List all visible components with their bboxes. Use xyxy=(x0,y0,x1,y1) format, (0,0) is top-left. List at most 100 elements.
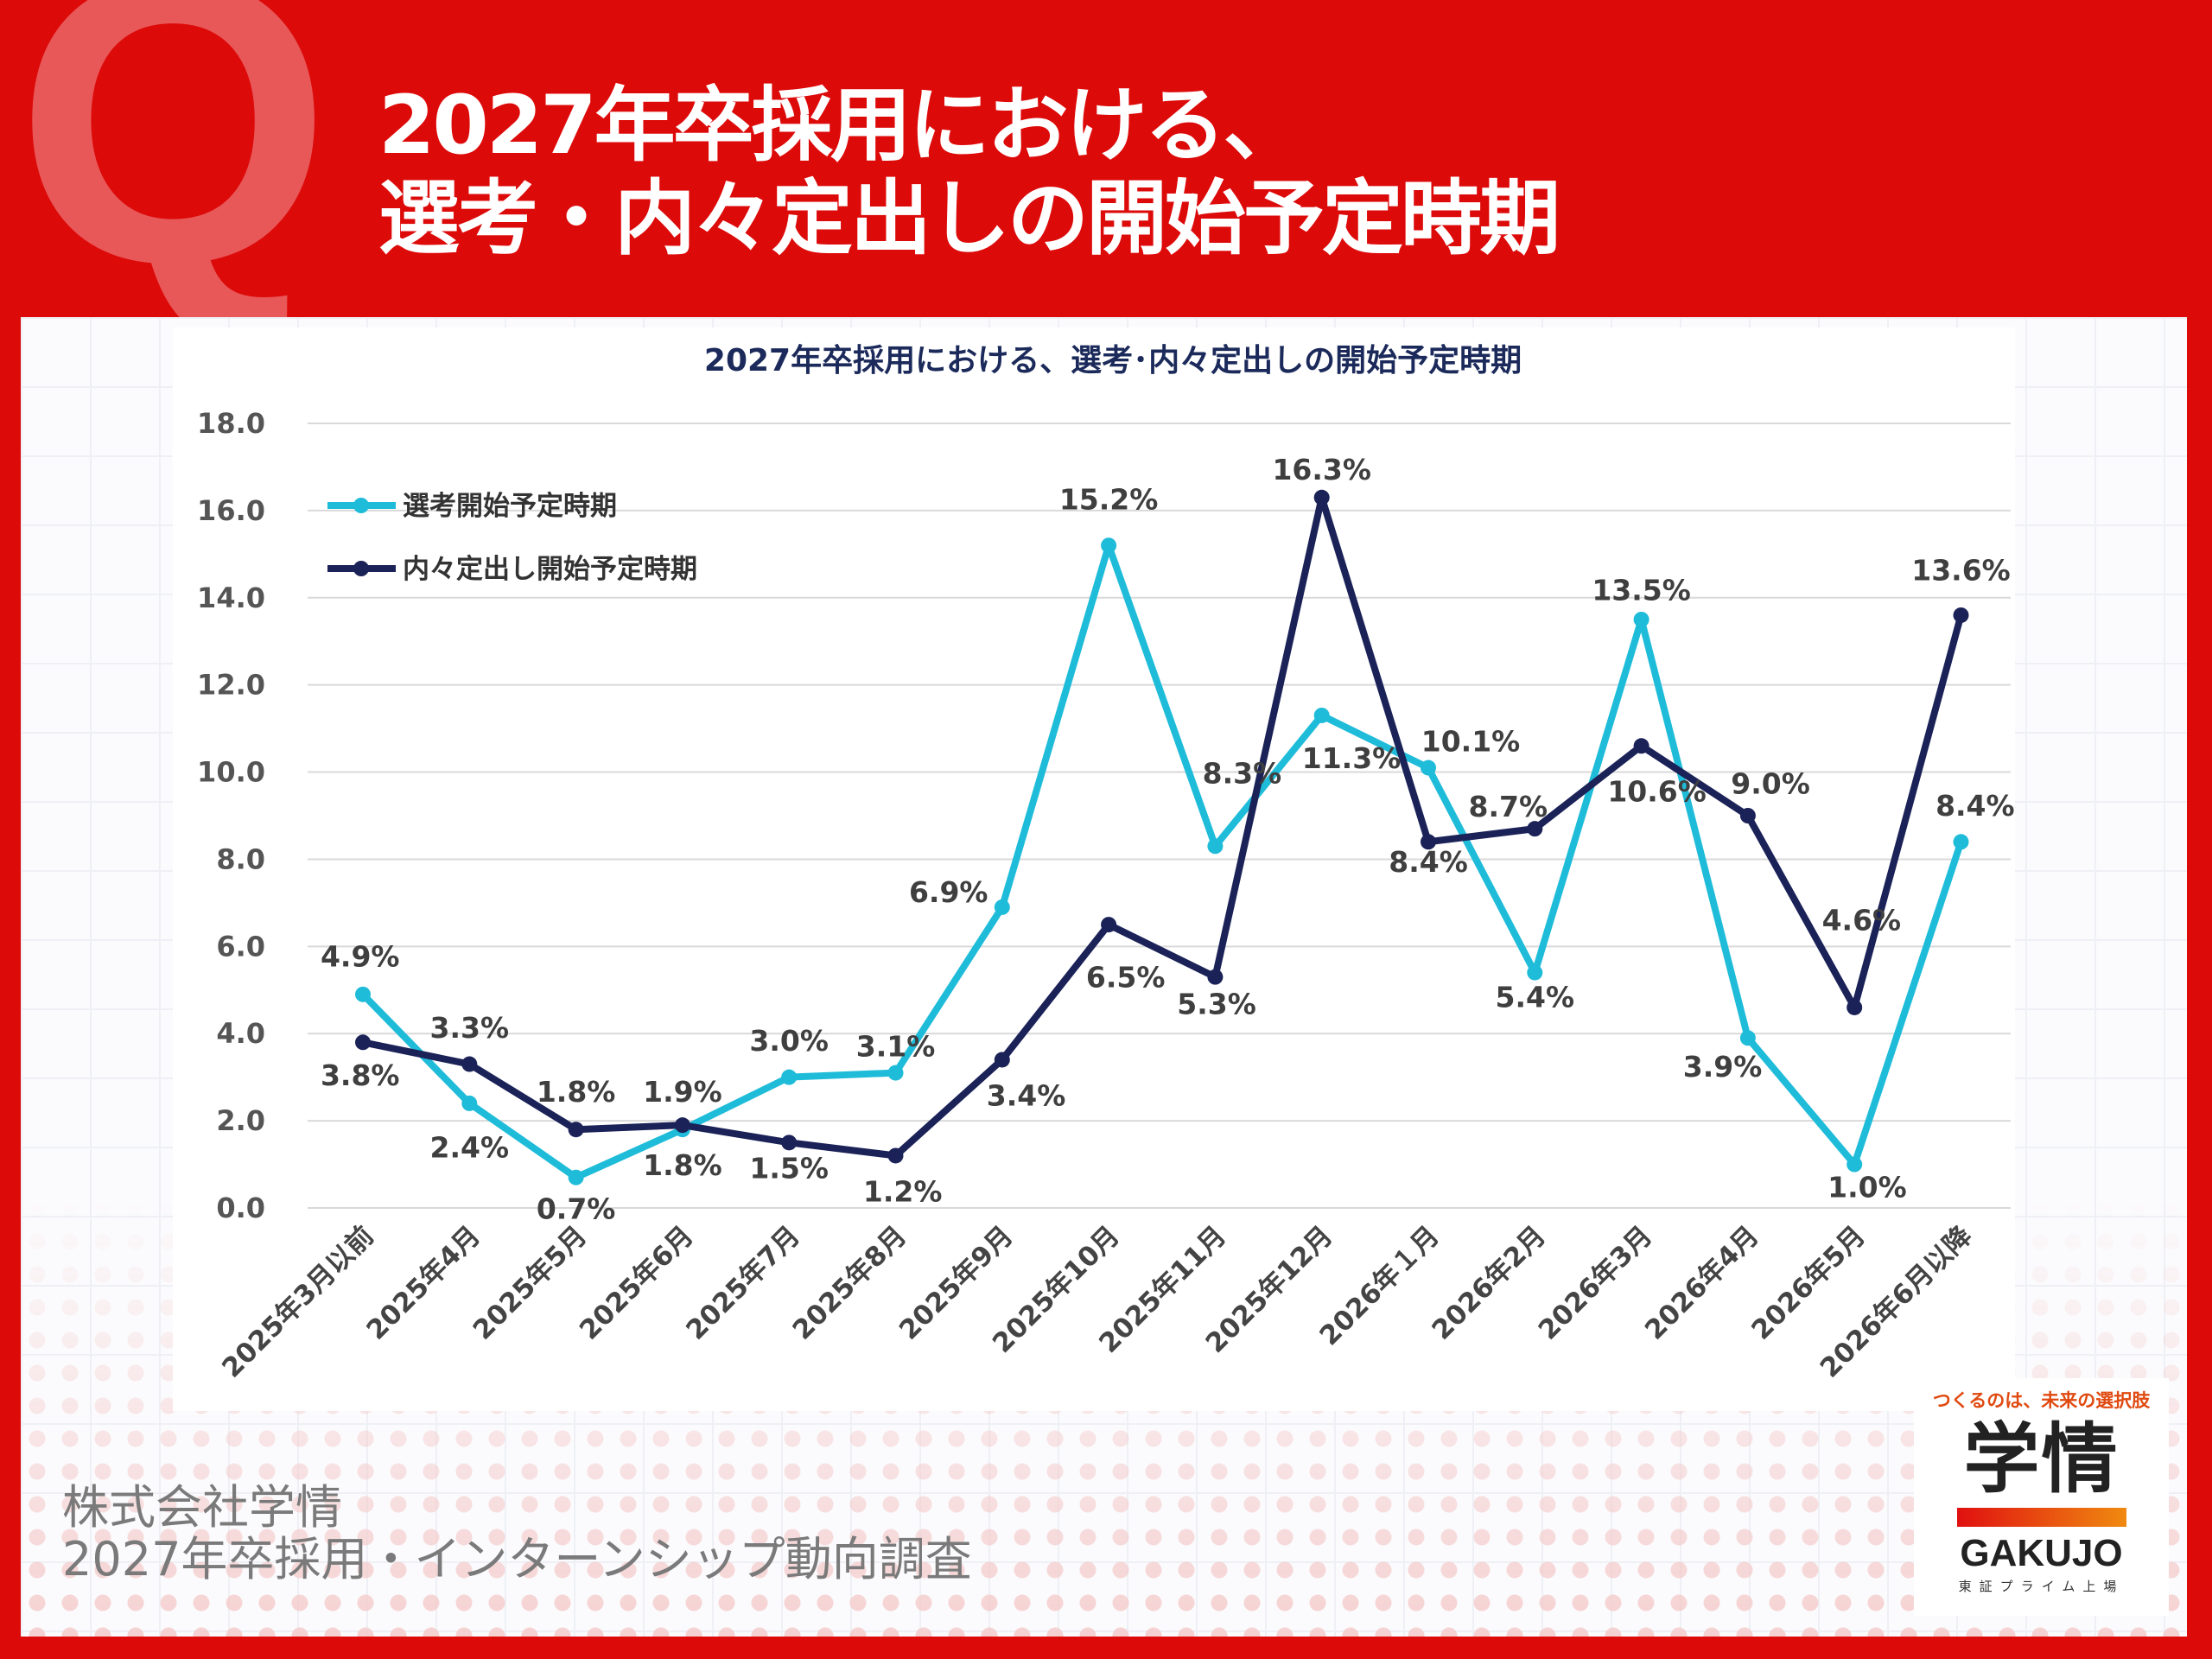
data-point xyxy=(568,1169,584,1185)
data-point xyxy=(1739,1030,1756,1046)
data-label: 8.7% xyxy=(1469,790,1548,823)
data-label: 3.9% xyxy=(1683,1050,1763,1084)
data-point xyxy=(355,1034,371,1051)
legend-marker xyxy=(353,561,369,576)
data-label: 5.4% xyxy=(1496,980,1575,1014)
x-tick-label: 2026年3月 xyxy=(1533,1220,1659,1346)
data-point xyxy=(1527,964,1543,981)
y-tick-label: 14.0 xyxy=(197,582,265,614)
company-name: 株式会社学情 xyxy=(62,1480,342,1535)
data-label: 1.0% xyxy=(1827,1171,1907,1205)
x-tick-label: 2026年2月 xyxy=(1426,1220,1552,1346)
logo-name-en: GAKUJO xyxy=(1960,1532,2123,1574)
data-label: 11.3% xyxy=(1302,741,1402,775)
data-label: 4.6% xyxy=(1822,904,1902,938)
y-tick-label: 12.0 xyxy=(197,669,265,702)
data-point xyxy=(461,1056,478,1072)
title-line-2: 選考・内々定出しの開始予定時期 xyxy=(378,172,1560,266)
data-label: 1.8% xyxy=(537,1075,616,1109)
legend-label: 内々定出し開始予定時期 xyxy=(403,554,697,585)
y-tick-label: 18.0 xyxy=(197,407,265,440)
chart-title: 2027年卒採用における、選考･内々定出しの開始予定時期 xyxy=(704,343,1522,378)
x-tick-label: 2025年7月 xyxy=(680,1220,806,1346)
data-point xyxy=(1847,1156,1863,1173)
x-tick-label: 2026年4月 xyxy=(1639,1220,1765,1346)
data-label: 13.5% xyxy=(1592,574,1691,607)
data-point xyxy=(1101,537,1117,554)
data-point xyxy=(887,1147,904,1164)
data-label: 5.3% xyxy=(1177,988,1256,1021)
survey-name: 2027年卒採用・インターンシップ動向調査 xyxy=(62,1532,972,1586)
data-point xyxy=(994,899,1010,915)
logo-name-ja: 学情 xyxy=(1963,1414,2120,1503)
y-tick-label: 8.0 xyxy=(216,842,265,875)
x-tick-label: 2025年4月 xyxy=(360,1220,486,1346)
y-tick-label: 4.0 xyxy=(216,1017,265,1050)
series-line-1 xyxy=(360,542,1965,1181)
data-label: 10.1% xyxy=(1421,724,1521,758)
data-label: 3.4% xyxy=(987,1078,1066,1112)
data-point xyxy=(1847,999,1863,1015)
y-tick-label: 16.0 xyxy=(197,494,265,527)
data-point xyxy=(1953,607,1969,623)
y-tick-label: 6.0 xyxy=(216,930,265,963)
data-label: 6.5% xyxy=(1086,961,1166,995)
data-label: 16.3% xyxy=(1272,453,1371,486)
data-label: 3.3% xyxy=(430,1011,510,1045)
data-label: 2.4% xyxy=(430,1131,510,1165)
data-point xyxy=(1313,489,1330,505)
q-mark: Q xyxy=(16,0,332,347)
legend-label: 選考開始予定時期 xyxy=(403,491,617,522)
y-tick-label: 2.0 xyxy=(216,1104,265,1137)
title-line-1: 2027年卒採用における、 xyxy=(378,79,1305,173)
data-point xyxy=(1739,808,1756,823)
data-label: 3.1% xyxy=(856,1030,936,1064)
logo-tagline: つくるのは、未来の選択肢 xyxy=(1932,1390,2151,1411)
data-point xyxy=(1633,738,1649,754)
data-point xyxy=(1527,821,1543,837)
page-title: 2027年卒採用における、 選考・内々定出しの開始予定時期 xyxy=(378,79,1560,266)
data-point xyxy=(1207,838,1224,855)
data-point xyxy=(1421,760,1436,776)
data-label: 8.3% xyxy=(1203,756,1282,790)
data-label: 1.9% xyxy=(643,1075,722,1109)
data-label: 4.9% xyxy=(321,940,400,974)
data-point xyxy=(994,1052,1010,1068)
footer: 株式会社学情 2027年卒採用・インターンシップ動向調査 xyxy=(62,1482,972,1586)
x-tick-label: 2025年8月 xyxy=(787,1220,913,1346)
data-label: 1.2% xyxy=(863,1174,943,1208)
logo-bar xyxy=(1956,1508,2126,1527)
data-label: 10.6% xyxy=(1607,775,1707,809)
data-point xyxy=(1207,969,1224,985)
x-tick-label: 2025年5月 xyxy=(467,1220,594,1346)
data-point xyxy=(781,1135,798,1151)
data-label: 13.6% xyxy=(1911,554,2011,588)
data-point xyxy=(461,1095,478,1111)
data-point xyxy=(1101,917,1117,933)
data-label: 1.8% xyxy=(643,1148,722,1182)
data-label: 3.8% xyxy=(321,1058,400,1092)
data-point xyxy=(1421,834,1436,850)
legend-marker xyxy=(353,498,369,513)
data-point xyxy=(1313,707,1330,723)
data-point xyxy=(674,1117,690,1134)
data-label: 3.0% xyxy=(749,1024,829,1058)
data-label: 8.4% xyxy=(1936,789,2015,823)
x-tick-label: 2025年6月 xyxy=(574,1220,700,1346)
data-point xyxy=(1953,834,1969,850)
data-point xyxy=(1633,612,1649,627)
series-line-2 xyxy=(362,493,1965,1160)
data-label: 9.0% xyxy=(1731,766,1810,800)
data-point xyxy=(568,1122,584,1138)
x-tick-label: 2025年3月以前 xyxy=(216,1220,379,1383)
gakujo-logo: つくるのは、未来の選択肢 学情 GAKUJO 東証プライム上場 xyxy=(1914,1378,2169,1616)
data-point xyxy=(355,986,371,1002)
data-label: 15.2% xyxy=(1059,482,1159,516)
logo-listing: 東証プライム上場 xyxy=(1958,1579,2125,1594)
y-tick-label: 10.0 xyxy=(197,756,265,789)
data-point xyxy=(887,1065,904,1081)
data-label: 8.4% xyxy=(1389,845,1468,879)
data-label: 1.5% xyxy=(749,1152,829,1185)
data-label: 6.9% xyxy=(909,875,988,909)
